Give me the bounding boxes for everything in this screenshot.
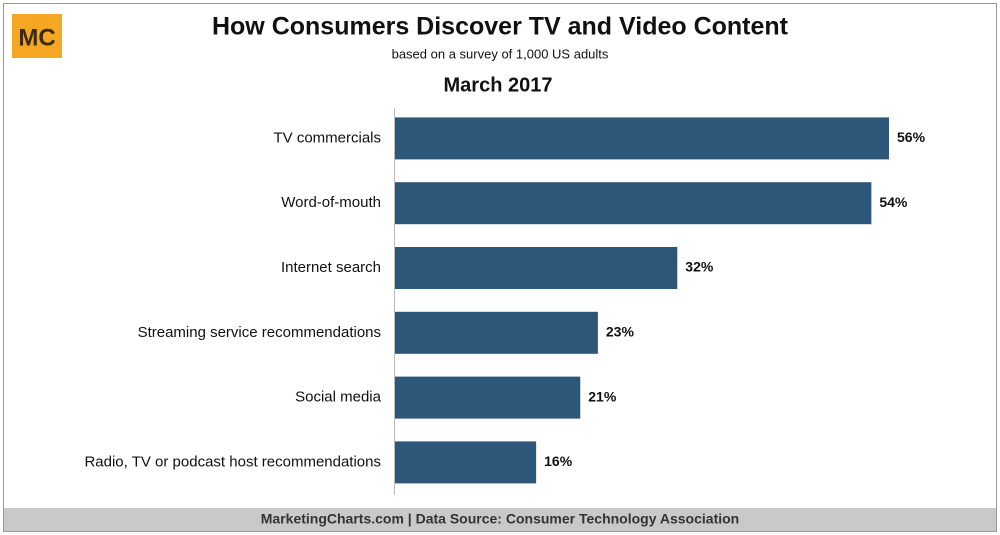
footer-band [4, 508, 996, 531]
period: March 2017 [444, 74, 553, 96]
category-label: Word-of-mouth [281, 194, 381, 211]
category-label: Streaming service recommendations [138, 324, 381, 341]
bar [395, 182, 872, 225]
bar [395, 247, 678, 289]
category-label: Internet search [281, 259, 381, 276]
subtitle: based on a survey of 1,000 US adults [392, 46, 609, 61]
chart-title: How Consumers Discover TV and Video Cont… [212, 13, 789, 41]
value-label: 21% [588, 388, 617, 404]
category-label: Social media [295, 389, 382, 406]
category-label: TV commercials [273, 129, 381, 146]
logo: MC [18, 24, 55, 51]
logo-box [12, 14, 62, 58]
footer: MarketingCharts.com | Data Source: Consu… [261, 511, 739, 527]
bar [395, 376, 581, 419]
value-label: 56% [897, 129, 926, 145]
bar [395, 117, 889, 160]
value-label: 32% [685, 259, 714, 275]
category-label: Radio, TV or podcast host recommendation… [84, 453, 381, 470]
value-label: 54% [879, 194, 908, 210]
value-label: 23% [606, 324, 635, 340]
value-label: 16% [544, 453, 573, 469]
bar [395, 311, 598, 354]
bar [395, 441, 537, 484]
